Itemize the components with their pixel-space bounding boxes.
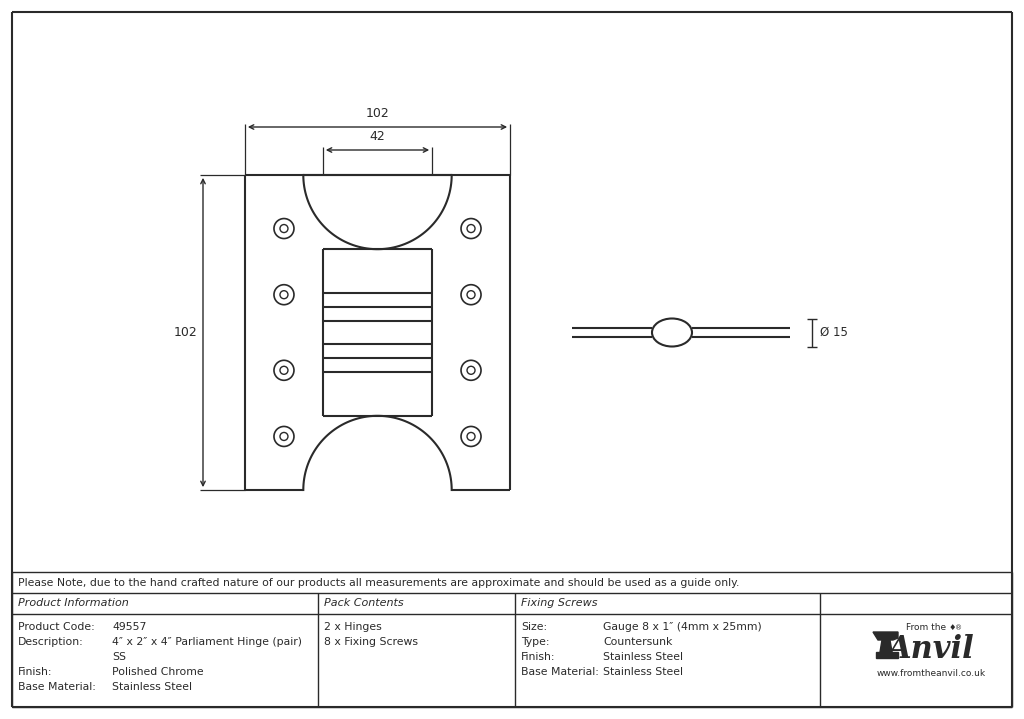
Text: Finish:: Finish: [521,652,555,662]
Text: 4″ x 2″ x 4″ Parliament Hinge (pair): 4″ x 2″ x 4″ Parliament Hinge (pair) [112,637,302,647]
Text: 8 x Fixing Screws: 8 x Fixing Screws [324,637,418,647]
Text: Description:: Description: [18,637,84,647]
Text: SS: SS [112,652,126,662]
Text: Countersunk: Countersunk [603,637,673,647]
Text: 42: 42 [370,130,385,143]
Text: ♦: ♦ [948,623,955,633]
Text: Finish:: Finish: [18,667,52,677]
Text: From the: From the [906,623,946,633]
Polygon shape [876,652,898,658]
Text: 102: 102 [173,326,197,339]
Polygon shape [880,640,892,652]
Text: Fixing Screws: Fixing Screws [521,598,597,608]
Text: Stainless Steel: Stainless Steel [112,682,193,692]
Text: Base Material:: Base Material: [18,682,96,692]
Text: Type:: Type: [521,637,550,647]
Text: Product Code:: Product Code: [18,622,95,632]
Text: 102: 102 [366,107,389,120]
Text: Stainless Steel: Stainless Steel [603,667,683,677]
Text: Ø 15: Ø 15 [820,326,848,339]
Polygon shape [873,632,898,640]
Text: Gauge 8 x 1″ (4mm x 25mm): Gauge 8 x 1″ (4mm x 25mm) [603,622,762,632]
Text: Stainless Steel: Stainless Steel [603,652,683,662]
Text: Anvil: Anvil [888,634,975,666]
Text: Please Note, due to the hand crafted nature of our products all measurements are: Please Note, due to the hand crafted nat… [18,577,739,587]
Text: Base Material:: Base Material: [521,667,599,677]
Text: Size:: Size: [521,622,547,632]
Text: ®: ® [955,625,963,631]
Text: www.fromtheanvil.co.uk: www.fromtheanvil.co.uk [877,669,985,679]
Text: 49557: 49557 [112,622,146,632]
Text: Pack Contents: Pack Contents [324,598,403,608]
Text: 2 x Hinges: 2 x Hinges [324,622,382,632]
Text: Product Information: Product Information [18,598,129,608]
Text: Polished Chrome: Polished Chrome [112,667,204,677]
